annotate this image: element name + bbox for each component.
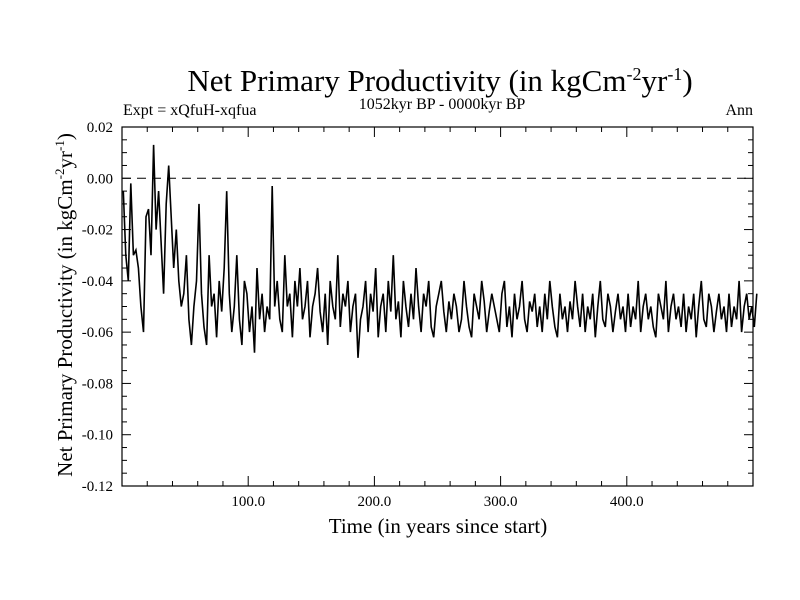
x-axis-label: Time (in years since start)	[329, 514, 548, 538]
y-tick-label: 0.02	[87, 120, 113, 136]
chart-title: Net Primary Productivity (in kgCm-2yr-1)	[187, 63, 692, 98]
plot-area: 0.02 0.00 -0.02 -0.04 -0.06 -0.08 -0.10 -0.12 10…	[82, 120, 758, 510]
y-tick-label: -0.08	[82, 376, 113, 392]
y-tick-label: -0.12	[82, 479, 113, 495]
x-tick-label: 400.0	[610, 494, 644, 510]
x-tick-label: 300.0	[484, 494, 518, 510]
experiment-label: Expt = xQfuH-xqfua	[123, 102, 256, 119]
season-label: Ann	[725, 102, 753, 119]
x-tick-label: 200.0	[358, 494, 392, 510]
time-range-label: 1052kyr BP - 0000kyr BP	[359, 96, 526, 113]
npp-series-line	[122, 144, 758, 358]
y-tick-label: -0.10	[82, 428, 113, 444]
y-axis-label: Net Primary Productivity (in kgCm-2yr-1)	[52, 133, 77, 477]
y-tick-label: -0.06	[82, 325, 114, 341]
chart-title-text: Net Primary Productivity (in kgCm-2yr-1)	[187, 63, 692, 98]
y-tick-label: 0.00	[87, 171, 113, 187]
y-tick-label: -0.04	[82, 274, 114, 290]
y-tick-label: -0.02	[82, 223, 113, 239]
x-tick-label: 100.0	[231, 494, 265, 510]
